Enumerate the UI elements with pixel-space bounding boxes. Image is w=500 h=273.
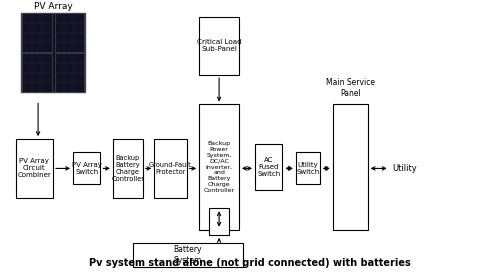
Text: Utility
Switch: Utility Switch bbox=[296, 162, 320, 175]
Bar bbox=[199, 17, 239, 75]
Text: Ground-Fault
Protector: Ground-Fault Protector bbox=[149, 162, 192, 175]
Bar bbox=[296, 152, 320, 184]
Bar bbox=[20, 13, 86, 93]
Bar bbox=[255, 144, 282, 190]
Text: Critical Load
Sub-Panel: Critical Load Sub-Panel bbox=[196, 39, 242, 52]
Bar bbox=[54, 53, 84, 92]
Text: PV Array: PV Array bbox=[34, 2, 72, 11]
Text: Backup
Battery
Charge
Controller: Backup Battery Charge Controller bbox=[112, 155, 144, 182]
Bar bbox=[73, 152, 101, 184]
Text: PV Array
Circuit
Combiner: PV Array Circuit Combiner bbox=[18, 158, 51, 179]
Bar bbox=[154, 139, 186, 198]
Text: Main Service
Panel: Main Service Panel bbox=[326, 78, 374, 98]
Bar bbox=[199, 105, 239, 230]
Bar bbox=[16, 139, 53, 198]
Text: Pv system stand alone (not grid connected) with batteries: Pv system stand alone (not grid connecte… bbox=[89, 258, 411, 268]
Bar bbox=[133, 243, 242, 267]
Text: Utility: Utility bbox=[392, 164, 417, 173]
Text: Battery
System: Battery System bbox=[174, 245, 202, 265]
Text: AC
Fused
Switch: AC Fused Switch bbox=[257, 157, 280, 177]
Bar bbox=[54, 13, 84, 52]
Bar bbox=[113, 139, 143, 198]
Bar bbox=[333, 105, 368, 230]
Bar bbox=[22, 13, 52, 52]
Bar bbox=[22, 53, 52, 92]
Text: Backup
Power
System,
DC/AC
Inverter,
and
Battery
Charge
Controller: Backup Power System, DC/AC Inverter, and… bbox=[204, 141, 234, 193]
Text: PV Array
Switch: PV Array Switch bbox=[72, 162, 102, 175]
Bar bbox=[209, 208, 229, 235]
